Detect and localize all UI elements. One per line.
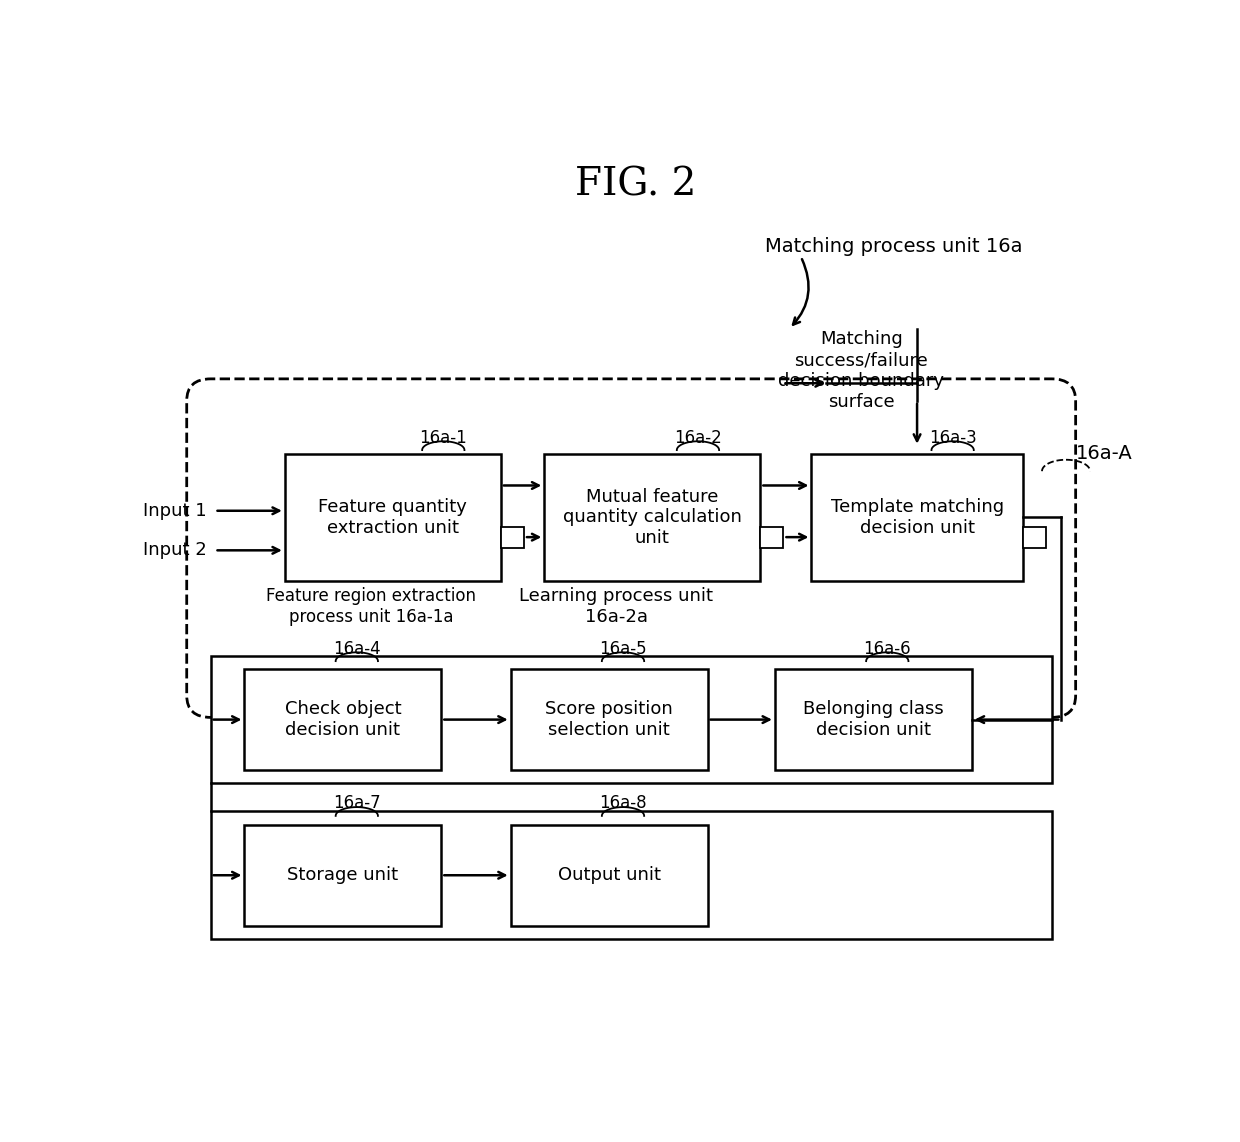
Bar bbox=[1023, 526, 1045, 548]
Bar bbox=[211, 656, 1052, 783]
Text: Check object
decision unit: Check object decision unit bbox=[284, 700, 402, 739]
Bar bbox=[511, 669, 708, 770]
Text: Learning process unit
16a-2a: Learning process unit 16a-2a bbox=[520, 587, 713, 626]
Bar bbox=[760, 526, 784, 548]
Text: Score position
selection unit: Score position selection unit bbox=[546, 700, 673, 739]
Bar bbox=[211, 812, 1052, 939]
Bar bbox=[285, 453, 501, 581]
Text: Belonging class
decision unit: Belonging class decision unit bbox=[804, 700, 944, 739]
Text: 16a-2: 16a-2 bbox=[675, 428, 722, 447]
Bar bbox=[775, 669, 972, 770]
Bar bbox=[511, 825, 708, 926]
Text: Matching
success/failure
decision boundary
surface: Matching success/failure decision bounda… bbox=[779, 330, 945, 411]
Text: 16a-6: 16a-6 bbox=[863, 640, 911, 658]
Text: 16a-1: 16a-1 bbox=[419, 428, 467, 447]
FancyBboxPatch shape bbox=[187, 379, 1075, 717]
Bar bbox=[544, 453, 760, 581]
Text: 16a-4: 16a-4 bbox=[334, 640, 381, 658]
Text: 16a-5: 16a-5 bbox=[599, 640, 647, 658]
Text: Matching process unit 16a: Matching process unit 16a bbox=[765, 238, 1023, 257]
Text: Template matching
decision unit: Template matching decision unit bbox=[831, 498, 1003, 537]
Text: FIG. 2: FIG. 2 bbox=[575, 167, 696, 204]
Bar bbox=[244, 825, 441, 926]
Bar bbox=[501, 526, 525, 548]
Text: Mutual feature
quantity calculation
unit: Mutual feature quantity calculation unit bbox=[563, 488, 742, 547]
Bar bbox=[811, 453, 1023, 581]
Text: Input 2: Input 2 bbox=[143, 541, 207, 560]
Text: Output unit: Output unit bbox=[558, 867, 661, 884]
Text: Feature quantity
extraction unit: Feature quantity extraction unit bbox=[319, 498, 467, 537]
Text: 16a-3: 16a-3 bbox=[929, 428, 977, 447]
Text: Storage unit: Storage unit bbox=[288, 867, 398, 884]
Text: Feature region extraction
process unit 16a-1a: Feature region extraction process unit 1… bbox=[267, 587, 476, 626]
Text: Input 1: Input 1 bbox=[144, 501, 207, 520]
Text: 16a-7: 16a-7 bbox=[334, 795, 381, 812]
Bar bbox=[244, 669, 441, 770]
Text: 16a-8: 16a-8 bbox=[599, 795, 647, 812]
Text: 16a-A: 16a-A bbox=[1075, 444, 1132, 464]
